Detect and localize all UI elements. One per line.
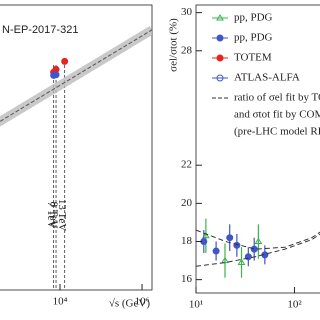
- y-tick-label: 20: [181, 197, 193, 209]
- legend-label: (pre-LHC model RE: [234, 126, 320, 138]
- reference-label: 7 TeV: [45, 202, 57, 229]
- y-tick-label: 30: [181, 6, 193, 18]
- x-tick-label: 10⁶: [135, 296, 150, 308]
- data-point: [226, 234, 234, 242]
- data-point: [254, 237, 263, 245]
- fit-line: [196, 233, 320, 267]
- data-point: [61, 57, 69, 65]
- data-point: [233, 241, 241, 249]
- legend-label: ATLAS-ALFA: [234, 72, 300, 84]
- y-tick-label: 16: [181, 273, 193, 285]
- data-point: [237, 258, 246, 265]
- y-tick-label: 18: [181, 235, 193, 247]
- fit-line: [196, 229, 320, 250]
- reference-label: 8 TeV: [48, 202, 60, 229]
- x-tick-label: 10⁴: [53, 296, 68, 308]
- y-tick-label: 28: [181, 44, 193, 56]
- y-tick-label: 22: [181, 159, 192, 171]
- plot-area: [0, 26, 152, 290]
- legend-label: pp, PDG: [234, 32, 273, 44]
- data-point: [221, 256, 229, 264]
- legend-label: pp, PDG: [234, 12, 273, 24]
- legend-label: TOTEM: [234, 52, 272, 64]
- data-point: [250, 245, 258, 253]
- annotation: N-EP-2017-321: [2, 24, 78, 36]
- plot-area: [196, 218, 320, 278]
- y-axis-title: σel/σtot (%): [168, 18, 180, 72]
- data-point: [212, 247, 220, 255]
- data-point: [52, 71, 60, 79]
- x-axis-title: √s (GeV): [109, 298, 151, 310]
- legend-label: and σtot fit by COM: [234, 109, 320, 121]
- plot-frame: [0, 4, 153, 291]
- plot-frame: [195, 4, 320, 294]
- x-tick-label: 10²: [287, 299, 302, 311]
- fit-line: [0, 29, 152, 122]
- x-tick-label: 10¹: [189, 299, 203, 311]
- legend-label: ratio of σel fit by TO: [234, 92, 320, 104]
- reference-label: 13 TeV: [56, 199, 68, 231]
